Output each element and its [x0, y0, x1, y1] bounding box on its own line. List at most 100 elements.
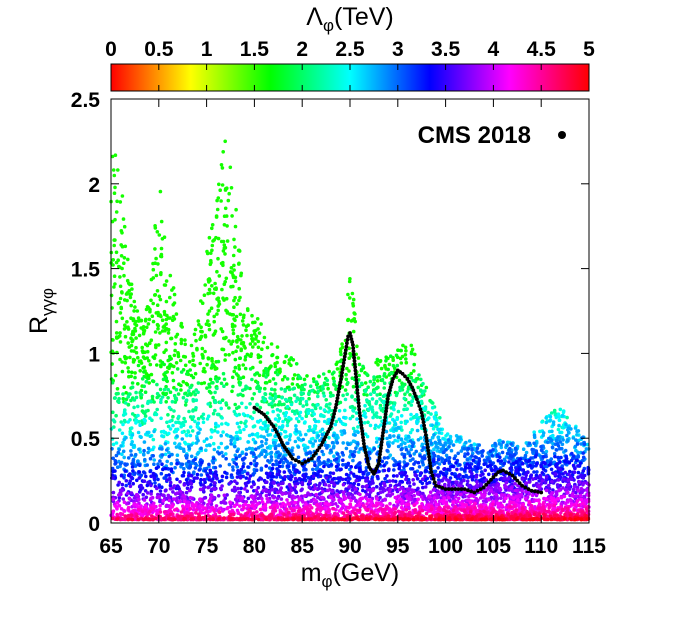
scan-point — [192, 332, 197, 337]
scan-point — [231, 253, 236, 258]
scan-point — [243, 357, 247, 362]
scan-point — [349, 471, 353, 475]
scan-point — [256, 496, 261, 501]
scan-point — [161, 429, 166, 434]
scan-point — [420, 442, 425, 447]
scan-point — [281, 481, 285, 486]
scan-point — [247, 433, 252, 438]
scan-point — [132, 358, 137, 362]
scan-point — [294, 429, 299, 433]
scan-point — [225, 445, 229, 450]
scan-point — [388, 400, 393, 405]
scan-point — [524, 481, 529, 485]
scan-point — [412, 362, 417, 367]
scan-point — [118, 311, 123, 315]
scan-point — [387, 362, 392, 367]
scan-point — [223, 206, 228, 211]
scan-point — [294, 424, 298, 428]
scan-point — [407, 373, 411, 378]
scan-point — [156, 262, 160, 266]
scan-point — [129, 442, 134, 447]
scan-point — [447, 456, 452, 460]
scan-point — [209, 435, 213, 440]
scan-point — [227, 353, 231, 357]
scan-point — [264, 381, 269, 385]
scan-point — [498, 486, 502, 491]
scan-point — [274, 459, 279, 463]
scan-point — [111, 497, 116, 502]
scan-point — [187, 409, 191, 414]
scan-point — [395, 363, 400, 368]
scan-point — [220, 474, 225, 479]
scan-point — [283, 457, 287, 461]
scan-point — [277, 400, 282, 404]
scan-point — [549, 411, 554, 415]
scan-point — [231, 384, 235, 389]
scan-point — [388, 435, 392, 440]
scan-point — [259, 468, 264, 472]
scan-point — [155, 486, 159, 491]
scan-point — [237, 490, 241, 495]
scan-point — [401, 343, 405, 348]
scan-point — [437, 430, 442, 435]
scan-point — [133, 371, 137, 375]
scan-point — [243, 355, 248, 359]
scan-point — [327, 484, 332, 488]
scan-point — [427, 416, 431, 420]
scan-point — [391, 404, 396, 409]
scan-point — [473, 455, 478, 459]
scan-point — [152, 476, 157, 480]
scan-point — [120, 452, 124, 457]
scan-point — [307, 425, 312, 429]
scan-point — [524, 490, 528, 494]
scan-point — [234, 431, 239, 435]
scan-point — [385, 474, 389, 478]
scan-point — [310, 388, 314, 393]
scan-point — [188, 433, 193, 438]
scan-point — [160, 447, 164, 451]
scan-point — [353, 450, 357, 454]
scan-point — [161, 377, 166, 382]
scan-point — [229, 434, 233, 439]
scan-point — [338, 359, 343, 364]
scan-point — [117, 493, 121, 497]
scan-point — [114, 413, 118, 418]
scan-point — [217, 451, 221, 456]
scan-point — [408, 393, 412, 397]
scan-point — [252, 392, 256, 396]
scan-point — [276, 490, 280, 495]
scan-point — [458, 492, 463, 497]
scan-point — [134, 350, 139, 355]
scan-point — [243, 366, 248, 371]
scan-point — [155, 289, 160, 293]
scan-point — [416, 486, 420, 491]
scan-point — [153, 330, 158, 334]
scan-point — [164, 384, 168, 389]
scan-point — [220, 416, 224, 420]
scan-point — [150, 314, 155, 319]
scan-point — [581, 451, 585, 455]
scan-point — [200, 460, 204, 465]
scan-point — [125, 278, 130, 283]
scan-point — [367, 402, 372, 407]
scan-point — [303, 420, 307, 424]
scan-point — [574, 494, 579, 498]
scan-point — [163, 489, 168, 493]
scan-point — [421, 406, 426, 411]
scan-point — [307, 480, 312, 484]
scan-point — [170, 288, 174, 292]
scan-point — [203, 283, 207, 287]
scan-point — [420, 460, 425, 465]
scan-point — [436, 427, 440, 432]
scan-point — [297, 476, 302, 481]
scan-point — [300, 480, 304, 485]
scan-point — [264, 366, 268, 371]
scan-point — [120, 431, 125, 436]
scan-point — [162, 387, 167, 392]
scan-point — [559, 475, 563, 479]
scan-point — [161, 325, 166, 329]
scan-point — [312, 430, 316, 435]
scan-point — [168, 427, 173, 431]
scan-point — [113, 282, 117, 286]
scan-point — [278, 369, 282, 374]
